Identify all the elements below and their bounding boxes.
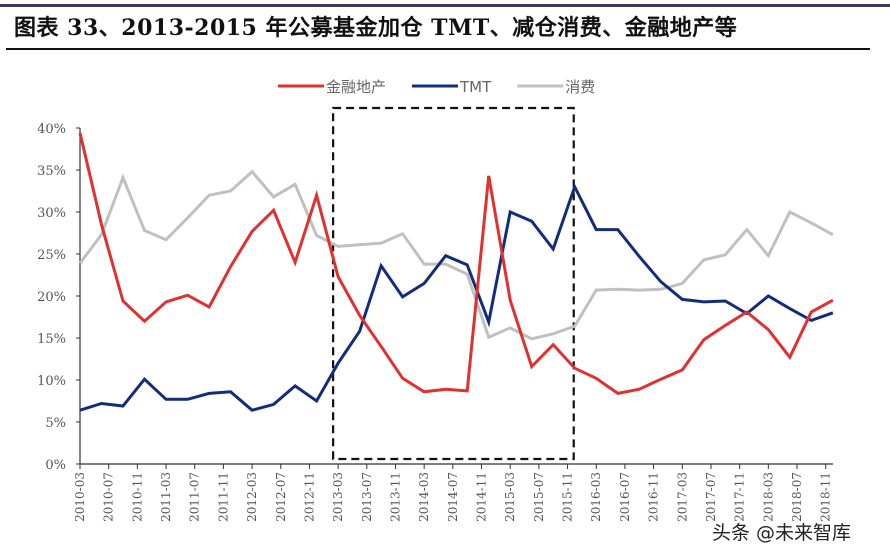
x-tick-label: 2017-07 bbox=[704, 472, 718, 522]
x-tick-label: 2014-11 bbox=[475, 472, 489, 522]
figure-title: 图表 33、2013-2015 年公募基金加仓 TMT、减仓消费、金融地产等 bbox=[14, 15, 738, 41]
y-tick-label: 40% bbox=[37, 122, 66, 137]
x-tick-label: 2015-03 bbox=[503, 472, 517, 522]
x-tick-label: 2010-07 bbox=[102, 472, 116, 522]
watermark: 头条 @未来智库 bbox=[712, 522, 852, 544]
x-tick-label: 2016-11 bbox=[647, 472, 661, 522]
y-tick-label: 0% bbox=[45, 458, 66, 473]
x-tick-label: 2010-03 bbox=[73, 472, 87, 522]
y-tick-label: 25% bbox=[37, 248, 66, 263]
x-tick-label: 2014-07 bbox=[446, 472, 460, 522]
x-tick-label: 2010-11 bbox=[130, 472, 144, 522]
x-tick-label: 2011-11 bbox=[216, 472, 230, 522]
x-tick-label: 2012-07 bbox=[274, 472, 288, 522]
y-tick-label: 10% bbox=[37, 374, 66, 389]
legend-label: 消费 bbox=[565, 78, 595, 96]
title-rule bbox=[6, 48, 870, 50]
y-tick-label: 15% bbox=[37, 332, 66, 347]
x-tick-label: 2018-07 bbox=[790, 472, 804, 522]
y-tick-label: 20% bbox=[37, 290, 66, 305]
x-tick-label: 2013-03 bbox=[331, 472, 345, 522]
y-tick-label: 5% bbox=[45, 416, 66, 431]
highlight-box bbox=[332, 106, 575, 461]
x-tick-label: 2015-07 bbox=[532, 472, 546, 522]
series-line-金融地产 bbox=[78, 132, 834, 395]
x-tick-label: 2018-11 bbox=[819, 472, 833, 522]
legend: 金融地产 TMT 消费 bbox=[278, 78, 595, 96]
x-tick-label: 2016-07 bbox=[618, 472, 632, 522]
x-tick-label: 2011-07 bbox=[188, 472, 202, 522]
top-rule bbox=[0, 4, 890, 7]
x-tick-label: 2014-03 bbox=[417, 472, 431, 522]
series-line-TMT bbox=[79, 182, 834, 412]
y-tick-label: 30% bbox=[37, 206, 66, 221]
x-tick-label: 2012-11 bbox=[302, 472, 316, 522]
x-tick-label: 2017-11 bbox=[733, 472, 747, 522]
x-tick-label: 2011-03 bbox=[159, 472, 173, 522]
x-tick-label: 2018-03 bbox=[761, 472, 775, 522]
series-line-消费 bbox=[78, 169, 834, 341]
x-tick-label: 2013-11 bbox=[388, 472, 402, 522]
x-tick-label: 2017-03 bbox=[675, 472, 689, 522]
legend-label: TMT bbox=[459, 78, 492, 96]
x-tick-label: 2016-03 bbox=[589, 472, 603, 522]
x-tick-label: 2013-07 bbox=[360, 472, 374, 522]
y-tick-label: 35% bbox=[37, 164, 66, 179]
x-tick-label: 2015-11 bbox=[561, 472, 575, 522]
x-tick-label: 2012-03 bbox=[245, 472, 259, 522]
legend-label: 金融地产 bbox=[326, 78, 386, 96]
